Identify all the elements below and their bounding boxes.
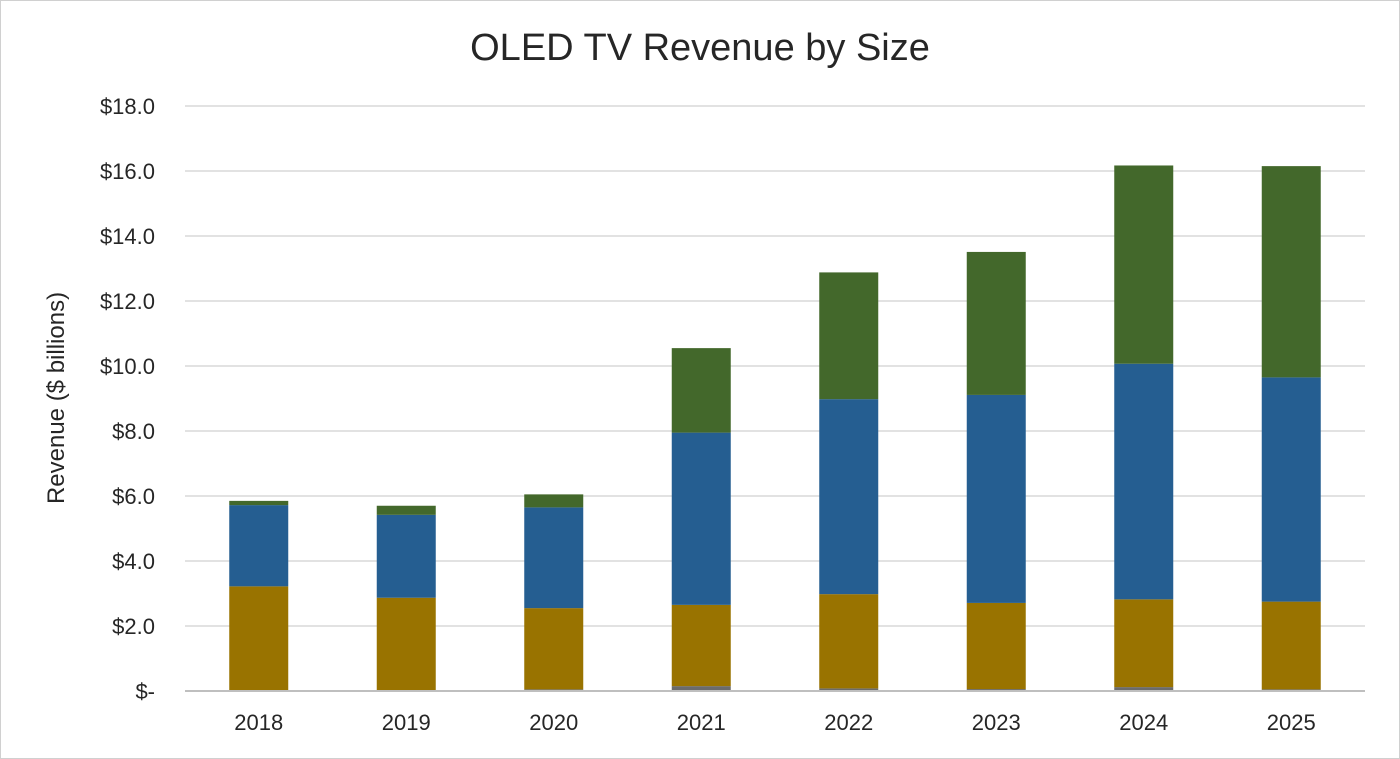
y-tick-label: $12.0 [100, 289, 155, 314]
y-axis-label: Revenue ($ billions) [43, 292, 70, 504]
bar-segment [376, 514, 436, 598]
y-tick-label: $16.0 [100, 159, 155, 184]
bar-stack-2018 [229, 500, 289, 691]
bar-segment [229, 500, 289, 506]
bar-segment [1261, 166, 1321, 378]
bar-segment [966, 251, 1026, 395]
bar-segment [1261, 601, 1321, 690]
bar-stack-2020 [524, 494, 584, 691]
x-tick-label: 2022 [824, 710, 873, 735]
bar-segment [524, 494, 584, 508]
bar-segment [524, 608, 584, 690]
bar-segment [819, 272, 879, 400]
x-tick-label: 2021 [677, 710, 726, 735]
x-tick-labels: 2018 2019 2020 2021 2022 2023 2024 2025 [234, 710, 1315, 735]
bar-segment [671, 432, 731, 605]
x-tick-label: 2020 [529, 710, 578, 735]
x-tick-label: 2024 [1119, 710, 1168, 735]
y-tick-label: $2.0 [112, 614, 155, 639]
gridlines [185, 105, 1365, 627]
bar-segment [671, 348, 731, 433]
y-tick-label: $10.0 [100, 354, 155, 379]
bar-segment [671, 604, 731, 687]
bar-segment [966, 394, 1026, 603]
bar-segment [1261, 377, 1321, 602]
chart-title: OLED TV Revenue by Size [470, 27, 930, 69]
bar-segment [819, 594, 879, 689]
bar-segment [229, 505, 289, 587]
bar-segment [819, 688, 879, 691]
bar-segment [671, 686, 731, 691]
bar-stack-2021 [671, 348, 731, 691]
y-tick-label: $- [135, 679, 155, 704]
bar-segment [376, 597, 436, 691]
y-tick-labels: $- $2.0 $4.0 $6.0 $8.0 $10.0 $12.0 $14.0 $16.0 $1… [100, 94, 155, 704]
y-tick-label: $4.0 [112, 549, 155, 574]
bar-stack-2025 [1261, 166, 1321, 691]
bars [229, 165, 1321, 691]
x-tick-label: 2025 [1267, 710, 1316, 735]
bar-segment [819, 399, 879, 595]
bar-segment [1114, 165, 1174, 364]
bar-segment [229, 586, 289, 691]
bar-segment [376, 505, 436, 515]
bar-stack-2019 [376, 505, 436, 691]
y-tick-label: $18.0 [100, 94, 155, 119]
bar-stack-2024 [1114, 165, 1174, 691]
y-tick-label: $6.0 [112, 484, 155, 509]
x-tick-label: 2018 [234, 710, 283, 735]
x-tick-label: 2019 [382, 710, 431, 735]
bar-segment [524, 507, 584, 609]
bar-segment [1114, 599, 1174, 688]
y-tick-label: $14.0 [100, 224, 155, 249]
bar-stack-2022 [819, 272, 879, 691]
bar-stack-2023 [966, 251, 1026, 691]
bar-segment [1114, 363, 1174, 600]
x-tick-label: 2023 [972, 710, 1021, 735]
bar-segment [1114, 687, 1174, 691]
bar-segment [966, 602, 1026, 690]
y-tick-label: $8.0 [112, 419, 155, 444]
